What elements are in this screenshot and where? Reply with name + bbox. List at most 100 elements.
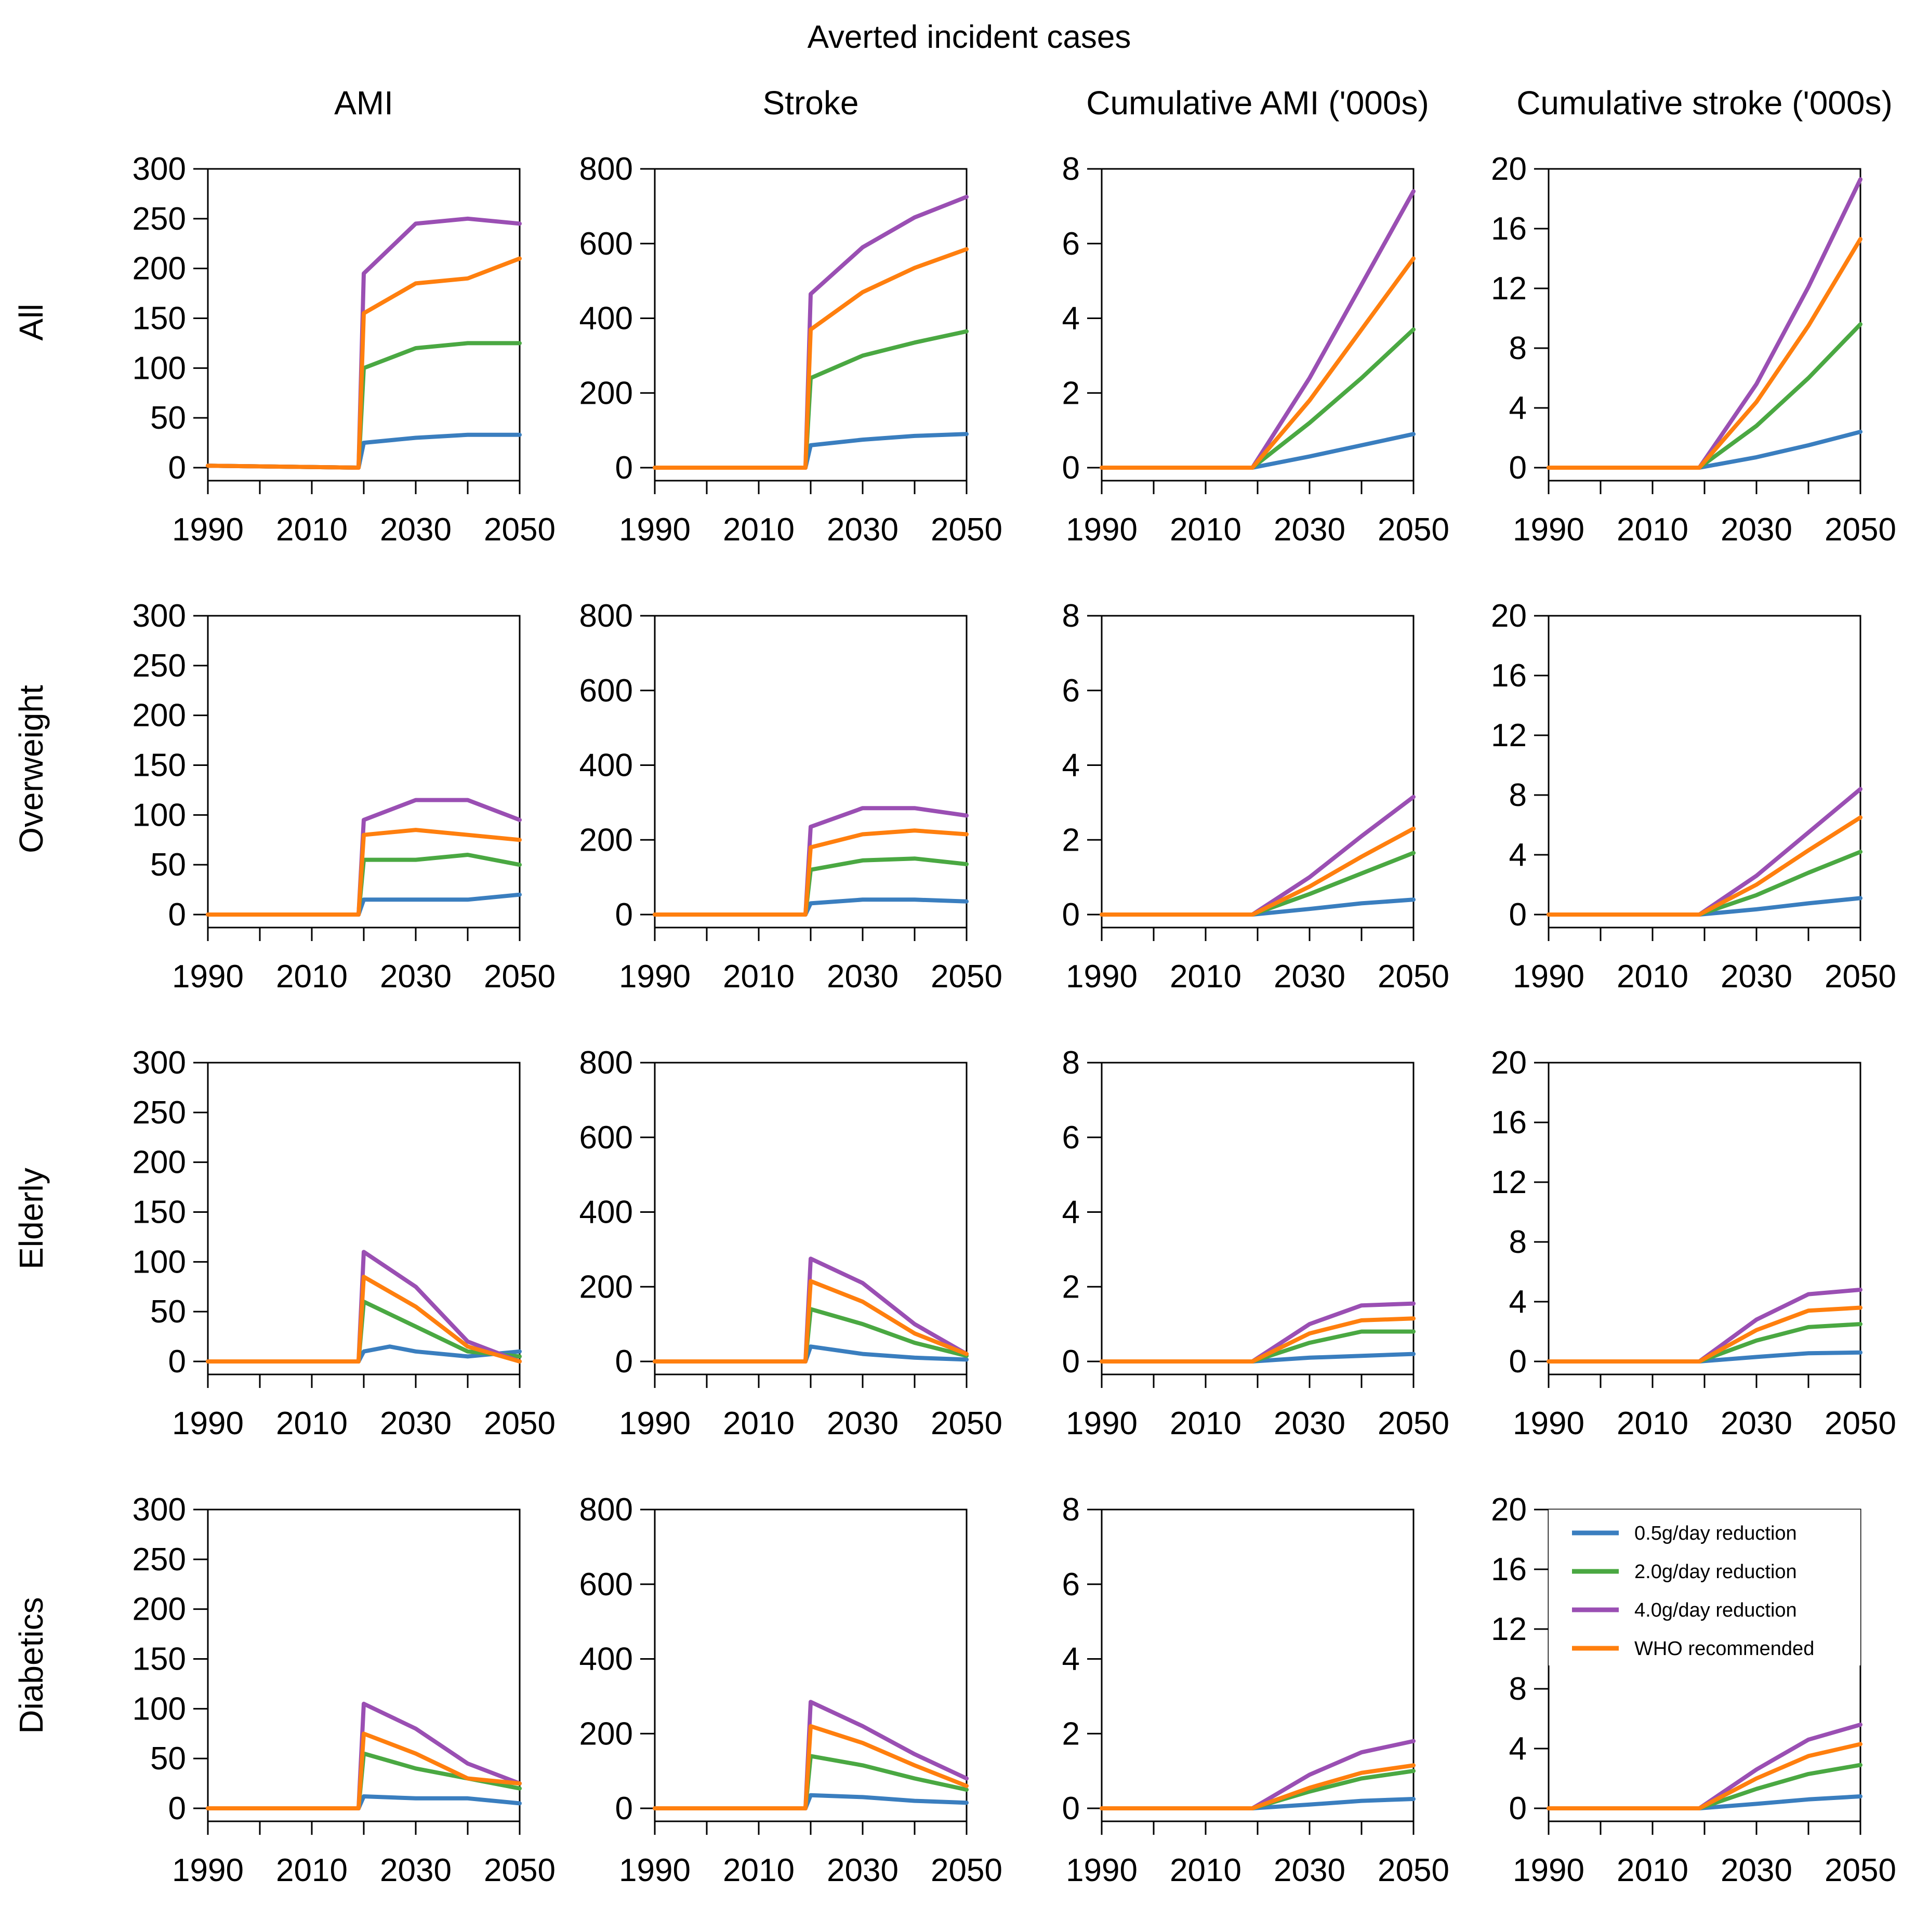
y-tick-label: 150 [133,748,186,784]
x-tick-label: 1990 [1513,512,1584,548]
x-tick-label: 2010 [1617,512,1688,548]
y-tick-label: 250 [133,1542,186,1578]
y-tick-label: 0 [615,1344,633,1380]
x-tick-label: 2030 [827,1406,899,1441]
y-tick-label: 16 [1491,658,1527,694]
x-tick-label: 2050 [1378,1852,1449,1888]
series-line-s40 [1547,787,1862,917]
panel-diabetics-ami: 0 50 100 150 200 250 300 1990 2010 2030 2050 [133,1492,556,1888]
x-tick-label: 2010 [723,1852,795,1888]
x-tick-label: 2050 [1825,1406,1896,1441]
y-tick-label: 250 [133,201,186,237]
y-tick-label: 0 [615,450,633,486]
series-line-s20 [1100,327,1416,470]
y-tick-label: 300 [133,1045,186,1081]
row-title-elderly: Elderly [12,1168,50,1269]
y-tick-label: 150 [133,1642,186,1677]
x-tick-label: 2010 [276,1852,348,1888]
panel-overweight-cum_ami: 0 2 4 6 8 1990 2010 2030 2050 [1062,598,1449,995]
x-tick-label: 2050 [931,512,1002,548]
y-tick-label: 0 [615,897,633,933]
x-tick-label: 1990 [1066,1406,1138,1441]
y-tick-label: 6 [1062,673,1080,709]
y-tick-label: 4 [1509,1731,1527,1767]
row-title-overweight: Overweight [12,685,50,853]
y-tick-label: 0 [615,1791,633,1827]
y-tick-label: 12 [1491,1611,1527,1647]
series-line-who [1100,1763,1416,1810]
series-line-s40 [1100,189,1416,470]
y-tick-label: 200 [579,375,633,411]
x-tick-label: 2010 [1617,1406,1688,1441]
y-tick-label: 20 [1491,598,1527,634]
y-tick-label: 4 [1509,1284,1527,1320]
y-tick-label: 2 [1062,1716,1080,1752]
y-tick-label: 600 [579,673,633,709]
plot-frame [1548,168,1861,482]
y-tick-label: 20 [1491,151,1527,187]
legend-entry-who: WHO recommended [1572,1638,1814,1660]
y-tick-label: 6 [1062,1120,1080,1156]
y-tick-label: 250 [133,648,186,684]
series-line-who [1100,256,1416,470]
series-line-who [206,1731,522,1810]
legend-box [1549,1510,1860,1665]
x-tick-label: 2010 [1617,959,1688,995]
x-tick-label: 1990 [172,959,244,995]
panel-elderly-cum_stroke: 0 4 8 12 16 20 1990 2010 2030 2050 [1491,1045,1896,1441]
x-tick-label: 1990 [1513,1406,1584,1441]
panel-all-ami: 0 50 100 150 200 250 300 1990 2010 2030 2050 [133,151,556,548]
y-tick-label: 8 [1509,330,1527,366]
panel-all-stroke: 0 200 400 600 800 1990 2010 2030 2050 [579,151,1002,548]
y-tick-label: 400 [579,1195,633,1230]
x-tick-label: 2050 [931,1406,1002,1441]
x-tick-label: 1990 [1066,512,1138,548]
series-line-s20 [1547,322,1862,470]
x-tick-label: 2030 [1274,1406,1345,1441]
y-tick-label: 2 [1062,1269,1080,1305]
x-tick-label: 2010 [276,512,348,548]
panel-overweight-stroke: 0 200 400 600 800 1990 2010 2030 2050 [579,598,1002,995]
y-tick-label: 600 [579,1567,633,1603]
y-tick-label: 16 [1491,1552,1527,1587]
y-tick-label: 200 [579,1269,633,1305]
series-line-s05 [206,892,522,917]
series-line-who [1547,1305,1862,1364]
x-tick-label: 2030 [1721,959,1792,995]
legend-label-who: WHO recommended [1634,1638,1814,1660]
y-tick-label: 2 [1062,822,1080,858]
x-tick-label: 2010 [723,1406,795,1441]
y-tick-label: 4 [1062,1642,1080,1677]
panel-elderly-cum_ami: 0 2 4 6 8 1990 2010 2030 2050 [1062,1045,1449,1441]
series-line-s05 [653,432,969,470]
x-tick-label: 1990 [1066,1852,1138,1888]
series-line-who [653,1279,969,1364]
x-tick-label: 2010 [276,1406,348,1441]
series-line-who [1100,1316,1416,1364]
x-tick-label: 2030 [827,512,899,548]
series-line-s05 [206,432,522,470]
series-line-who [653,828,969,917]
y-tick-label: 16 [1491,211,1527,247]
series-line-s40 [1547,1723,1862,1810]
plot-frame [1548,615,1861,929]
y-tick-label: 300 [133,151,186,187]
x-tick-label: 2050 [931,1852,1002,1888]
x-tick-label: 2050 [1825,512,1896,548]
y-tick-label: 0 [1509,897,1527,933]
x-tick-label: 2030 [1274,959,1345,995]
series-line-s05 [653,897,969,917]
y-tick-label: 4 [1062,748,1080,784]
y-tick-label: 600 [579,1120,633,1156]
column-title-cumulative-ami: Cumulative AMI ('000s) [1086,84,1429,122]
x-tick-label: 1990 [1513,1852,1584,1888]
y-tick-label: 250 [133,1095,186,1131]
figure-title: Averted incident cases [808,19,1131,55]
plot-frame [207,1062,521,1375]
x-tick-label: 2010 [1170,1406,1241,1441]
x-tick-label: 2050 [484,1852,556,1888]
series-line-who [1547,815,1862,917]
plot-frame [1101,615,1415,929]
x-tick-label: 2050 [1378,959,1449,995]
